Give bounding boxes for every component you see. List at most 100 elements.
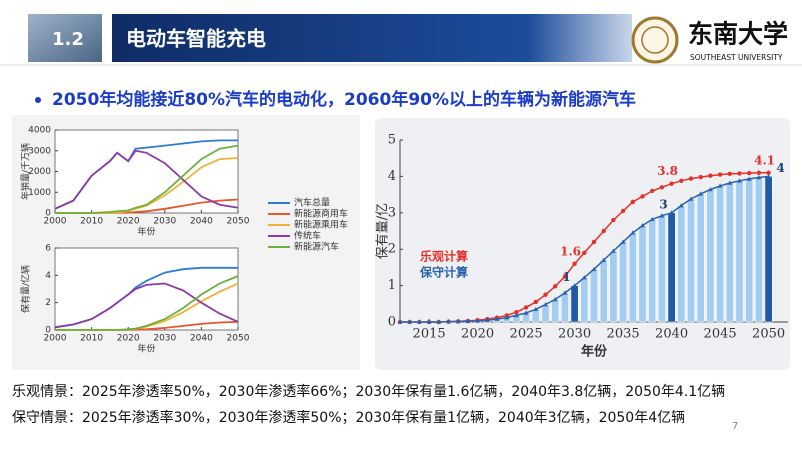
bar [764,176,773,323]
bar [531,309,540,323]
point [679,203,684,208]
x-axis-label: 年份 [137,226,155,238]
y-axis-label: 保有量/亿 [376,203,391,259]
y-tick-label: 1000 [28,188,51,198]
point [688,176,694,181]
point [746,176,752,181]
point [698,191,703,196]
point [650,188,655,194]
point [717,172,723,177]
point [620,239,626,244]
y-tick-label: 4 [45,271,51,281]
x-tick-label: 2030 [558,327,591,342]
point [582,275,587,280]
point [601,228,606,234]
point [611,248,616,253]
point [659,185,665,190]
y-tick-label: 1 [388,278,396,293]
y-tick-label: 4 [388,169,396,184]
point [533,299,538,305]
y-tick-label: 3 [388,205,396,220]
x-tick-label: 2040 [190,217,213,227]
legend-label: 保守计算 [419,265,468,280]
y-tick-label: 2 [45,298,51,308]
point [640,223,645,228]
legend-label: 新能源乘用车 [294,219,348,231]
point [397,319,403,324]
bar [541,304,550,323]
bar [735,180,744,323]
point [485,317,490,322]
logo-subtext: SOUTHEAST UNIVERSITY [690,53,783,62]
point [727,171,732,177]
legend-label: 汽车总量 [294,197,330,209]
point [601,257,606,262]
bar [745,178,754,323]
series-line [54,282,239,329]
y-tick-label: 2 [388,242,396,257]
point [465,318,471,324]
point [562,290,568,295]
bullet-text: 2050年均能接近80%汽车的电动化，2060年90%以上的车辆为新能源汽车 [52,89,636,110]
data-label: 1.6 [560,244,581,258]
bar [725,182,734,323]
point [553,284,558,289]
point [523,310,529,315]
bar [561,292,569,323]
y-tick-label: 5 [388,133,396,148]
point [620,208,626,214]
x-tick-label: 2030 [153,334,176,344]
point [417,319,422,324]
point [630,199,635,205]
point [514,312,519,318]
point [572,283,577,288]
x-tick-label: 2000 [44,217,67,227]
point [591,266,597,272]
series-line [55,144,239,214]
right-panel [375,118,790,370]
x-axis-label: 年份 [581,344,608,360]
x-tick-label: 2010 [80,334,103,344]
x-axis-label: 年份 [137,343,155,355]
point [562,274,568,279]
logo-seal-inner [641,26,669,54]
bar [551,299,560,323]
y-tick-label: 2000 [28,167,51,177]
point [446,319,451,324]
point [426,319,432,324]
data-label: 3.8 [657,164,678,178]
point [494,316,500,321]
point [572,261,577,266]
point [475,318,480,323]
bar [580,277,589,323]
title-band [112,14,632,62]
x-tick-label: 2030 [153,217,176,227]
point [407,319,412,324]
y-axis-label: 保有量/亿辆 [20,265,32,313]
bar [609,250,618,323]
point [640,194,645,199]
point [649,216,655,222]
bar [677,205,686,323]
x-tick-label: 2040 [190,334,213,344]
x-tick-label: 2050 [227,334,250,344]
x-tick-label: 2020 [117,334,140,344]
point [708,187,713,192]
point [698,174,703,180]
y-tick-label: 6 [45,244,51,254]
bar [628,232,637,323]
bar [706,189,715,323]
bar [667,212,676,323]
bar [648,219,657,323]
point [630,230,636,235]
bar [599,259,608,323]
page-number: 7 [732,421,738,432]
bar [658,215,666,323]
bullet-dot [35,97,41,103]
point [727,180,733,185]
data-label: 3 [659,197,667,211]
point [679,178,684,183]
x-tick-label: 2050 [752,327,785,342]
x-tick-label: 2035 [607,327,640,342]
